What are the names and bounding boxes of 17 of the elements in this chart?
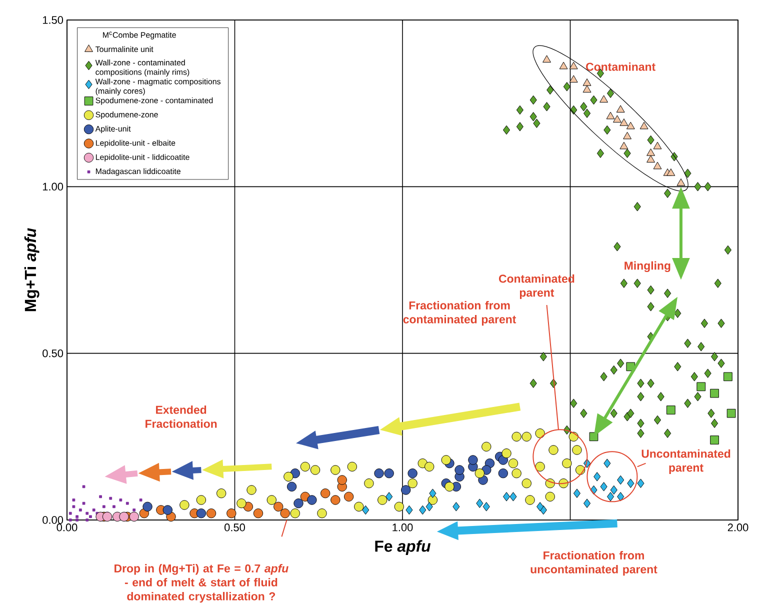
x-tick-label: 0.50 [224,524,245,532]
annotation: Contaminant [586,62,656,71]
y-tick-label: 0.50 [42,349,64,358]
annotation: Uncontaminated parent [642,449,730,474]
annotation: Mingling [624,261,670,272]
x-axis-title: Fe apfu [375,540,431,555]
text: Drop in (Mg+Ti) at Fe = 0.7 apfu - end of melt & start of fluid dominated crystallization ? [114,564,288,603]
y-axis-title: Mg+Ti apfu [24,228,40,312]
y-tick-label: 1.50 [42,16,64,24]
text: Fractionation from uncontaminated parent [530,551,658,576]
x-tick-label: 1.00 [392,524,413,532]
x-tick-label: 2.00 [728,524,748,532]
annotation: Fractionation from contaminated parent [403,301,516,326]
x-tick-label: 0.00 [56,524,78,532]
annotation: Extended Fractionation [146,405,217,428]
y-tick-label: 0.00 [42,516,64,524]
y-tick-label: 1.00 [42,182,64,191]
